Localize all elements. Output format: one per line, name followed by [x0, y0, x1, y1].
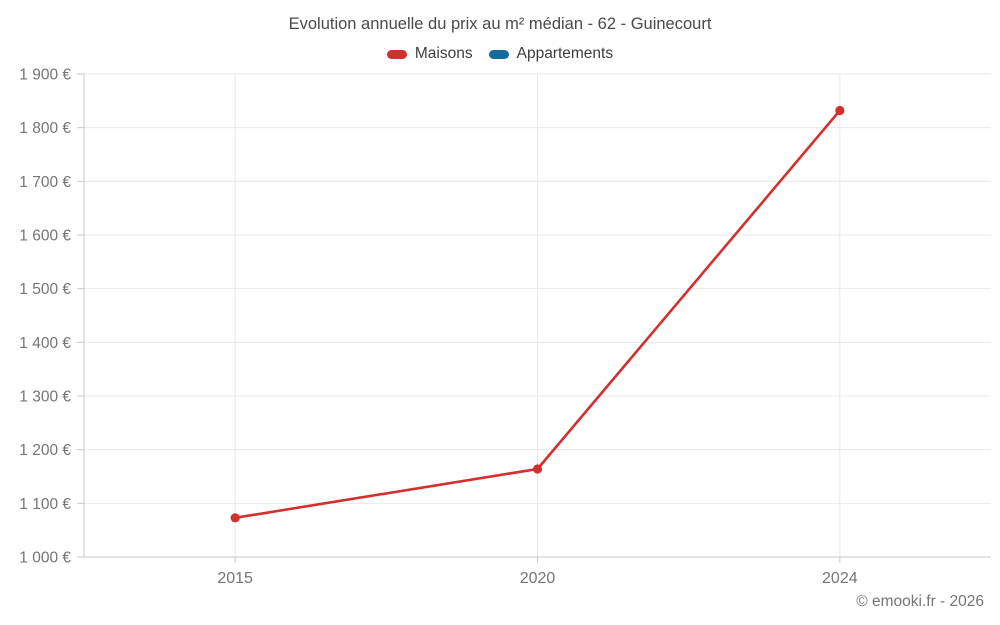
copyright-text: © emooki.fr - 2026 [856, 593, 984, 610]
y-tick-label: 1 500 € [19, 281, 71, 298]
x-tick-label: 2020 [520, 570, 556, 587]
x-tick-label: 2015 [217, 570, 253, 587]
y-tick-label: 1 200 € [19, 442, 71, 459]
y-tick-label: 1 600 € [19, 228, 71, 245]
y-tick-label: 1 000 € [19, 550, 71, 567]
chart-title: Evolution annuelle du prix au m² médian … [288, 15, 712, 33]
y-tick-label: 1 100 € [19, 496, 71, 513]
legend-item-appartements[interactable]: Appartements [488, 45, 614, 63]
y-tick-label: 1 900 € [19, 67, 71, 84]
y-tick-label: 1 400 € [19, 335, 71, 352]
data-point-maisons[interactable] [835, 105, 845, 116]
y-tick-label: 1 800 € [19, 120, 71, 137]
y-tick-label: 1 700 € [19, 174, 71, 191]
legend-item-maisons[interactable]: Maisons [386, 45, 473, 63]
data-point-maisons[interactable] [532, 464, 543, 474]
legend-label-appartements: Appartements [516, 45, 614, 62]
y-tick-label: 1 300 € [19, 389, 71, 406]
legend: Maisons Appartements [0, 45, 1000, 63]
maisons-swatch-icon [386, 49, 407, 59]
appartements-swatch-icon [488, 49, 509, 59]
legend-label-maisons: Maisons [414, 45, 473, 62]
data-point-maisons[interactable] [230, 513, 240, 523]
x-tick-label: 2024 [822, 570, 858, 587]
